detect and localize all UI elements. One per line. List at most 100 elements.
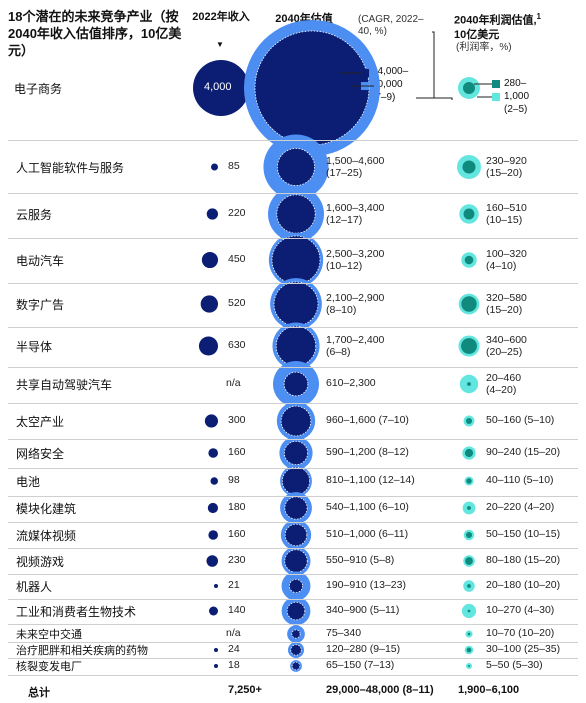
row-divider xyxy=(8,642,578,643)
profit-value: 20–460 (4–20) xyxy=(486,372,522,396)
profit-low-bubble xyxy=(466,647,472,653)
row-divider xyxy=(8,327,578,328)
rev2040-value: 550–910 (5–8) xyxy=(326,554,395,566)
row-divider xyxy=(8,140,578,141)
rev2022-value: 180 xyxy=(228,501,246,513)
legend-swatch-profit-low xyxy=(492,80,500,88)
rev2040-value: 65–150 (7–13) xyxy=(326,659,395,671)
arrow-down-icon: ▼ xyxy=(216,40,224,49)
total-label: 总计 xyxy=(28,687,50,699)
rev2022-value: 85 xyxy=(228,160,240,172)
rev2022-bubble xyxy=(214,648,218,652)
row-label: 未来空中交通 xyxy=(16,629,82,641)
rev2040-low-bubble xyxy=(283,440,309,466)
profit-value: 20–180 (10–20) xyxy=(486,579,561,591)
row-label: 共享自动驾驶汽车 xyxy=(16,378,113,392)
legend-profit-low: 280– xyxy=(504,78,527,89)
profit-low-bubble xyxy=(467,609,471,613)
row-divider xyxy=(8,439,578,440)
rev2040-low-bubble xyxy=(284,523,308,547)
header-profit-note: (利润率，%) xyxy=(456,42,512,53)
rev2022-bubble xyxy=(206,208,218,220)
profit-value: 10–270 (4–30) xyxy=(486,604,555,616)
rev2040-value: 540–1,100 (6–10) xyxy=(326,501,409,513)
row-divider xyxy=(8,658,578,659)
rev2040-low-bubble xyxy=(286,601,306,621)
rev2040-value: 1,700–2,400 (6–8) xyxy=(326,334,385,358)
profit-value: 160–510 (10–15) xyxy=(486,202,527,226)
profit-value: 30–100 (25–35) xyxy=(486,643,561,655)
profit-value: 320–580 (15–20) xyxy=(486,292,527,316)
rev2022-value: 18 xyxy=(228,659,240,671)
profit-value: 340–600 (20–25) xyxy=(486,334,527,358)
profit-value: 90–240 (15–20) xyxy=(486,446,561,458)
profit-low-bubble xyxy=(463,208,475,220)
row-label: 电子商务 xyxy=(14,82,63,96)
profit-low-bubble xyxy=(464,448,474,458)
rev2040-low-bubble xyxy=(283,371,309,397)
rev2040-value: 75–340 xyxy=(326,627,362,639)
rev2040-value: 610–2,300 xyxy=(326,377,376,389)
rev2040-value: 190–910 (13–23) xyxy=(326,579,406,591)
rev2040-low-bubble xyxy=(277,148,315,186)
rev2040-low-bubble xyxy=(290,644,302,656)
rev2040-low-bubble xyxy=(275,325,317,367)
rev2022-bubble xyxy=(201,251,218,269)
row-divider xyxy=(8,675,578,676)
rev2022-value: 220 xyxy=(228,207,246,219)
rev2040-low-bubble xyxy=(271,235,321,285)
row-label: 网络安全 xyxy=(16,447,65,461)
profit-value: 50–150 (10–15) xyxy=(486,528,561,540)
total-profit: 1,900–6,100 xyxy=(458,684,520,696)
rev2040-low-bubble xyxy=(276,194,316,234)
profit-low-bubble xyxy=(461,338,477,354)
row-divider xyxy=(8,367,578,368)
legend-swatch-rev-low xyxy=(361,69,369,77)
rev2040-low-bubble xyxy=(254,30,370,146)
profit-low-bubble xyxy=(464,255,474,265)
row-label: 云服务 xyxy=(16,208,53,222)
profit-low-bubble xyxy=(465,417,473,425)
legend-rev-low: 14,000– xyxy=(372,66,409,77)
rev2022-value: n/a xyxy=(226,377,241,389)
profit-value: 5–50 (5–30) xyxy=(486,659,543,671)
rev2022-value: 450 xyxy=(228,253,246,265)
profit-low-bubble xyxy=(467,506,471,510)
rev2022-value: n/a xyxy=(226,627,241,639)
rev2022-bubble xyxy=(214,584,218,588)
profit-low-bubble xyxy=(465,531,473,539)
legend-profit-high: 1,000 xyxy=(504,91,530,102)
legend-connector xyxy=(434,97,453,100)
total-rev2022: 7,250+ xyxy=(228,684,262,696)
profit-low-bubble xyxy=(466,478,472,484)
rev2022-bubble xyxy=(208,448,219,458)
rev2022-value: 520 xyxy=(228,297,246,309)
rev2022-bubble xyxy=(209,606,219,616)
profit-value: 20–220 (4–20) xyxy=(486,501,555,513)
legend-swatch-profit-high xyxy=(492,93,500,101)
row-label: 数字广告 xyxy=(16,298,65,312)
profit-low-bubble xyxy=(468,665,470,667)
rev2040-value: 1,600–3,400 (12–17) xyxy=(326,202,385,226)
row-label: 机器人 xyxy=(16,580,53,594)
profit-value: 40–110 (5–10) xyxy=(486,474,554,486)
rev2022-bubble xyxy=(193,60,249,116)
profit-low-bubble xyxy=(467,632,471,636)
rev2040-low-bubble xyxy=(288,578,304,594)
row-divider xyxy=(8,599,578,600)
total-rev2040: 29,000–48,000 (8–11) xyxy=(326,684,434,696)
rev2040-value: 590–1,200 (8–12) xyxy=(326,446,409,458)
row-label: 治疗肥胖和相关疾病的药物 xyxy=(16,645,148,657)
row-label: 半导体 xyxy=(16,340,53,354)
rev2040-low-bubble xyxy=(284,549,308,573)
row-label: 人工智能软件与服务 xyxy=(16,161,125,175)
profit-low-bubble xyxy=(461,296,477,312)
rev2022-bubble xyxy=(208,530,219,540)
row-label: 电池 xyxy=(16,475,41,489)
rev2040-value: 810–1,100 (12–14) xyxy=(326,474,415,486)
rev2022-bubble xyxy=(198,336,219,356)
profit-value: 50–160 (5–10) xyxy=(486,414,555,426)
row-label: 工业和消费者生物技术 xyxy=(16,605,137,619)
row-divider xyxy=(8,624,578,625)
